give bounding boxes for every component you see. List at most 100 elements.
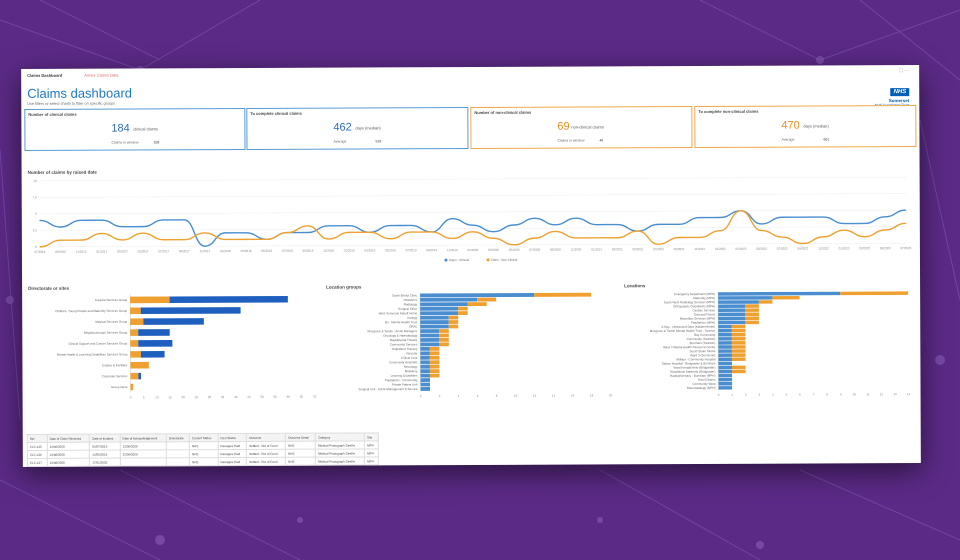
category-label: Burnham (Taunton) [690,341,716,345]
column-header[interactable]: Date of Incident [89,434,121,443]
kpi-card-complete-non-clinical[interactable]: To complete non-clinical claims 470 days… [694,105,917,149]
data-point [431,231,433,233]
x-tick-label: 15 [168,395,172,399]
bar-segment-0 [130,383,134,391]
category-label: Macmillan Services (MPH) [680,316,715,320]
gridline [39,226,906,231]
data-point [39,219,41,221]
x-tick-label: 0 [130,395,132,399]
column-header[interactable]: Outcome [246,433,286,442]
x-tick-label: 01/2017 [96,250,107,254]
category-label: Urology [407,316,418,320]
column-header[interactable]: Date of Claim Received [47,434,90,443]
category-label: Radiology [404,302,418,306]
column-header[interactable]: Site [364,432,379,441]
category-label: Bay Community [694,333,716,337]
category-label: Paediatrics (MPH) [691,321,715,325]
column-header[interactable]: Current Status [189,433,218,442]
category-label: Maternity (MPH) [693,296,715,300]
x-tick-label: 8 [826,392,828,396]
bar-segment-0 [420,311,459,316]
column-header[interactable]: Directorate [166,433,190,442]
bar-segment-0 [718,333,732,337]
bar-segment-0 [130,351,141,358]
data-point [719,217,721,219]
data-point [616,237,618,239]
x-tick-label: 09/2018 [303,249,314,253]
x-tick-label: 11/2018 [323,249,334,253]
directorate-bar-chart[interactable]: 0 5 10 15 20 25 30 35 40 45 50 55 60 65 70 Surgical Ser… [26,292,320,405]
x-tick-label: 05/2020 [509,248,520,252]
category-label: Ward Kendall Amb (Bridgwater) [674,365,716,369]
table-cell: NHS [285,457,316,466]
location-groups-bar-chart[interactable]: 0 2 4 6 8 10 12 14 16 18 20 South Bristol ClinicObs… [322,290,616,403]
data-point [410,224,412,226]
data-point [596,224,598,226]
data-point [307,232,309,234]
data-point [472,224,474,226]
x-tick-label: 03/2018 [241,249,252,253]
column-header[interactable]: Outcome Detail [285,433,316,442]
category-label: Bri - Mental Health Trust [385,320,418,324]
x-tick-label: 4 [458,394,460,398]
bar-segment-1 [448,320,459,324]
kpi-card-non-clinical-claims[interactable]: Number of non-clinical claims 69 non-cli… [470,106,693,150]
category-label: Estates & Facilities [102,363,128,367]
x-tick-label: 05/2018 [261,249,272,253]
locations-chart-title: Locations [624,283,646,289]
table-row[interactable]: CLC-127 15/06/2020 17/01/2020 NHS Damages Pa… [27,456,379,467]
tab-claims-dashboard[interactable]: Claims Dashboard [27,72,63,78]
bar-segment-0 [718,353,732,357]
x-tick-label: 13 [893,392,897,396]
bar-segment-1 [731,328,746,333]
bar-segment-0 [718,312,746,317]
x-tick-label: 6 [799,393,801,397]
category-label: Corporate Services [102,374,128,378]
table-cell: MPH [364,456,379,465]
kpi-foot-value: 519 [375,139,382,144]
category-label: Ward 3 (Somerset) [690,353,715,357]
x-tick-label: 14 [552,394,556,398]
column-header[interactable]: Cost Status [217,433,247,442]
bar-segment-0 [718,341,732,345]
focus-icon[interactable]: ⛶ [899,68,903,75]
column-header[interactable]: Ref [27,434,48,443]
table-cell: NHS [285,449,316,458]
x-tick-label: 11/2017 [200,249,211,253]
x-tick-label: 07/2019 [406,248,417,252]
x-tick-label: 10 [514,394,518,398]
category-label: Obstetrics [404,298,418,302]
x-tick-label: 65 [300,395,304,399]
bar-segment-0 [420,355,430,360]
kpi-card-clinical-claims[interactable]: Number of clinical claims 184 clinical c… [24,107,246,151]
bar-segment-1 [731,353,746,357]
kpi-foot-label: Average [781,137,795,142]
data-point [761,230,763,232]
kpi-card-complete-clinical[interactable]: To complete clinical claims 462 days (me… [246,107,469,150]
bar-segment-1 [458,311,468,315]
table-cell [120,457,167,467]
legend-swatch [486,258,490,262]
more-options-icon[interactable]: ⋯ [904,68,910,75]
kpi-unit: clinical claims [133,126,158,132]
bar-segment-1 [138,329,170,336]
tab-annex-claims-data[interactable]: Annex Claims Data [84,72,119,78]
data-point [327,225,329,227]
bar-segment-1 [732,365,746,370]
claims-by-date-line-chart[interactable]: 0 2.5 5 7.5 10 07/2016 09/2016 11/2016 01/2017 03… [26,173,914,275]
bar-segment-0 [718,361,733,366]
x-tick-label: 0 [718,393,720,397]
bar-segment-1 [732,369,746,374]
data-point [657,223,659,225]
bar-segment-0 [420,360,430,365]
x-tick-label: 07/2017 [158,249,169,253]
category-label: X-Ray - Ultrasound Dept (Kidderminster) [661,325,715,329]
column-header[interactable]: Date of Acknowledgement [120,433,167,443]
x-tick-label: 50 [260,395,264,399]
kpi-foot-label: Claims in window [111,140,139,145]
data-point [39,246,41,248]
column-header[interactable]: Category [315,432,365,442]
data-point [204,232,206,234]
data-point [905,222,907,224]
